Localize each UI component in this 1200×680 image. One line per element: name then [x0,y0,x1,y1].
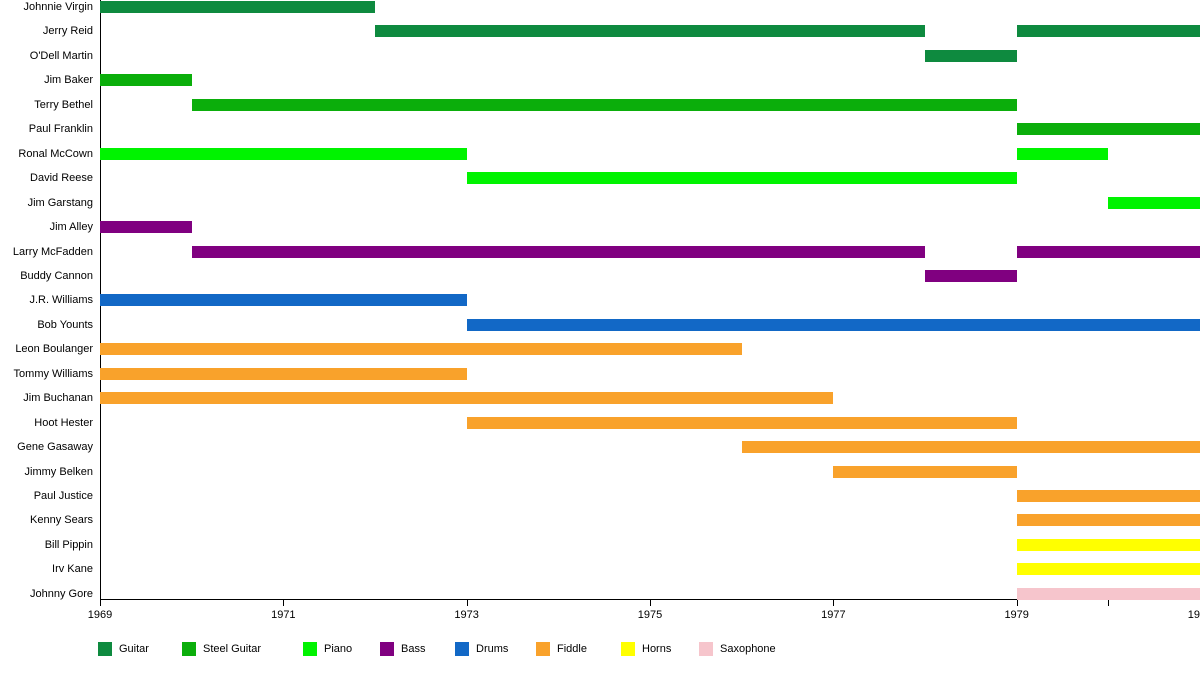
x-tick-label: 1971 [271,609,296,621]
legend-item: Piano [303,642,352,656]
x-tick-minor [1108,600,1110,606]
legend-swatch-bass [380,642,394,656]
legend-item: Bass [380,642,425,656]
timeline-bar [100,74,192,87]
legend-item: Saxophone [699,642,776,656]
member-label: Johnnie Virgin [23,1,93,13]
timeline-bar [1016,147,1109,160]
legend-item: Guitar [98,642,149,656]
member-label: Paul Justice [33,490,93,502]
member-label: Jimmy Belken [24,465,93,478]
legend-item: Steel Guitar [182,642,261,656]
timeline-bar [741,441,1200,454]
x-tick-label: 1977 [821,609,846,621]
x-tick-label: 1975 [637,609,663,621]
member-label: Johnny Gore [30,587,93,600]
legend-swatch-horns [621,642,635,656]
timeline-bar [925,49,1017,62]
x-tick [466,600,468,606]
timeline-bar [1108,196,1200,209]
timeline-bar [1016,538,1200,551]
timeline-bar [1016,25,1200,38]
timeline-bar [925,269,1017,282]
x-tick-label: 1979 [1004,609,1029,621]
legend-label: Saxophone [720,643,776,655]
member-label: Terry Bethel [34,98,93,111]
legend-swatch-guitar [98,642,112,656]
member-label: Bill Pippin [44,538,93,551]
timeline-bar [1016,490,1200,502]
legend-swatch-piano [303,642,317,656]
x-tick-label: 1973 [454,609,479,621]
member-label: J.R. Williams [29,294,93,307]
x-tick [1016,600,1018,606]
timeline-bar [100,343,742,356]
member-label: Irv Kane [52,563,93,576]
legend-label: Guitar [119,643,149,655]
timeline-bar [100,294,467,307]
member-label: Tommy Williams [13,367,93,380]
legend-swatch-saxophone [699,642,713,656]
member-label: Jim Buchanan [23,392,93,405]
member-label: Gene Gasaway [17,441,93,454]
timeline-bar [100,1,375,13]
legend-swatch-steel-guitar [182,642,196,656]
x-tick [833,600,835,606]
x-tick-label-clipped: 1981 [1187,609,1200,621]
legend-item: Horns [621,642,671,656]
legend-label: Bass [401,643,426,655]
timeline-bar [466,172,1017,185]
member-label: Jerry Reid [42,25,93,38]
timeline-bar [100,147,467,160]
timeline-bar [466,318,1200,331]
member-label: Leon Boulanger [15,343,93,356]
timeline-bar [1016,587,1200,600]
timeline-bar [1016,563,1200,576]
timeline-bar [191,98,1017,111]
x-tick [100,600,101,606]
timeline-bar [1016,123,1200,136]
legend-label: Horns [642,643,672,655]
member-label: David Reese [30,172,93,185]
member-label: Jim Garstang [27,196,93,209]
legend-item: Fiddle [536,642,587,656]
member-label: Larry McFadden [12,245,93,258]
timeline-bar [100,221,192,234]
member-label: Hoot Hester [34,416,93,429]
member-label: Jim Alley [49,221,93,234]
member-label: Bob Younts [37,318,93,331]
x-tick [283,600,285,606]
timeline-bar [100,392,834,405]
timeline-bar [466,416,1017,429]
x-axis-line [100,599,1200,600]
legend-label: Drums [476,643,509,655]
legend-swatch-fiddle [536,642,550,656]
legend-swatch-drums [455,642,469,656]
member-label: Ronal McCown [18,147,93,160]
legend-label: Piano [324,643,353,655]
legend-label: Steel Guitar [203,643,262,655]
x-tick-label: 1969 [87,609,113,621]
timeline-bar [1016,514,1200,527]
member-label: Paul Franklin [28,123,93,136]
timeline-bar [375,25,926,38]
member-label: Jim Baker [44,74,93,87]
member-label: O'Dell Martin [29,49,93,62]
x-tick [650,600,652,606]
legend-label: Fiddle [557,643,587,655]
member-label: Kenny Sears [30,514,93,527]
timeline-bar [833,465,1017,478]
timeline-bar [100,367,467,380]
member-label: Buddy Cannon [20,269,93,282]
timeline-bar [1016,245,1200,258]
timeline-bar [191,245,926,258]
legend-item: Drums [455,642,508,656]
